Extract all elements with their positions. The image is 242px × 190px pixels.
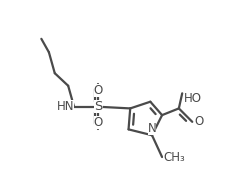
Text: S: S: [94, 100, 103, 113]
Text: O: O: [94, 116, 103, 129]
Text: O: O: [94, 84, 103, 97]
Text: HN: HN: [57, 100, 74, 113]
Text: O: O: [194, 115, 203, 128]
Text: CH₃: CH₃: [163, 150, 185, 164]
Text: N: N: [148, 122, 156, 135]
Text: HO: HO: [184, 93, 202, 105]
